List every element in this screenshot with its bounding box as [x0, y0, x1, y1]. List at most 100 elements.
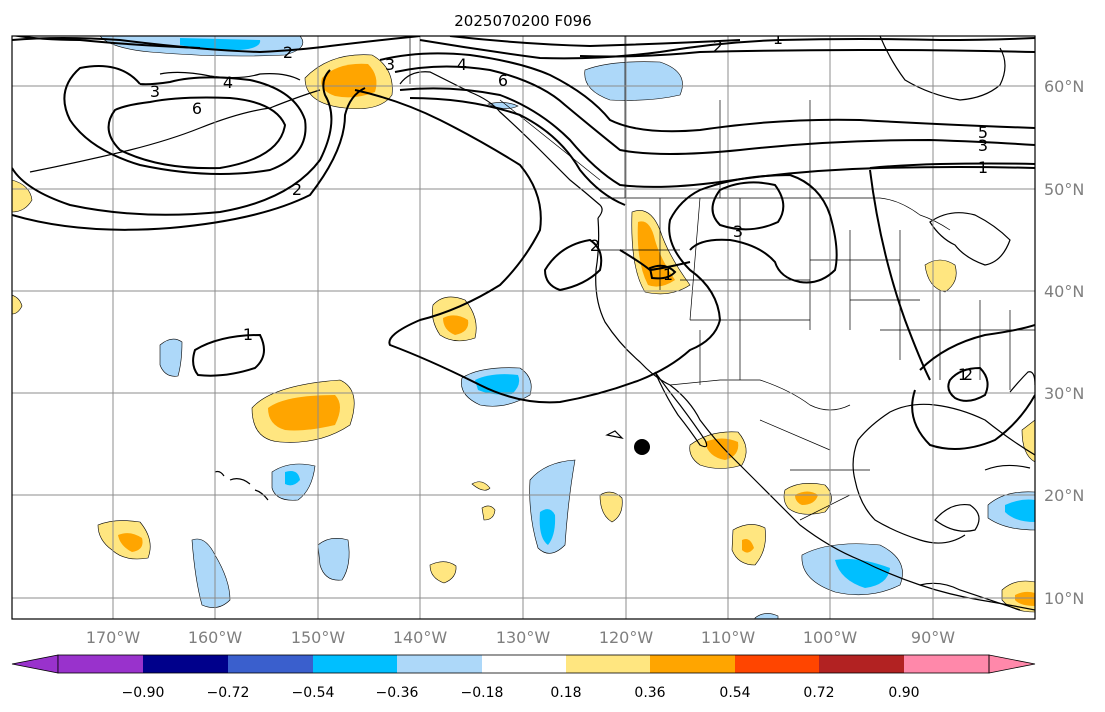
negative-anomaly-core: [475, 374, 520, 395]
contour-label: 4: [223, 73, 233, 92]
negative-anomaly-core: [539, 509, 556, 545]
positive-anomaly: [481, 505, 496, 521]
positive-anomaly: [12, 294, 23, 315]
latitude-labels: 60°N 50°N 40°N 30°N 20°N 10°N: [1044, 77, 1084, 608]
lon-label: 140°W: [393, 628, 448, 647]
lat-label: 50°N: [1044, 180, 1084, 199]
colorbar-extend-max: [988, 654, 1036, 674]
colorbar-segment: [482, 655, 566, 673]
contour-label: 1: [243, 325, 253, 344]
baja-california: [654, 371, 708, 448]
contour-label: 1: [958, 365, 968, 384]
map-title: 2025070200 F096: [454, 12, 591, 30]
positive-anomaly-core: [742, 539, 754, 553]
colorbar-segment: [650, 655, 735, 673]
hawaii-islands: [214, 470, 269, 501]
cuba: [984, 464, 1031, 471]
colorbar-tick-label: 0.54: [719, 685, 750, 701]
colorbar-segment: [819, 655, 904, 673]
colorbar-segment: [228, 655, 313, 673]
colorbar-tick-label: 0.36: [634, 685, 665, 701]
colorbar-tick-label: −0.18: [461, 685, 504, 701]
aleutian-chain: [29, 89, 321, 173]
colorbar-tick-label: −0.72: [207, 685, 250, 701]
lat-label: 20°N: [1044, 486, 1084, 505]
lon-label: 90°W: [911, 628, 955, 647]
hudson-bay: [879, 36, 1006, 101]
contour-label: 5: [978, 123, 988, 142]
contour-label: 2: [292, 180, 302, 199]
contour-label: 1: [773, 29, 783, 48]
colorbar-segment: [58, 655, 143, 673]
contour-label: 1: [663, 265, 673, 284]
lon-label: 150°W: [291, 628, 346, 647]
colorbar-tick-label: −0.90: [122, 685, 165, 701]
gridlines: [12, 36, 1035, 619]
contour-label: 6: [498, 71, 508, 90]
contour-lines: [12, 36, 1035, 450]
colorbar-segment: [143, 655, 228, 673]
contour-label: 3: [733, 222, 743, 241]
positive-anomaly: [429, 561, 457, 584]
lon-label: 160°W: [188, 628, 243, 647]
great-lakes: [929, 212, 1011, 266]
negative-anomaly-core: [180, 38, 261, 50]
positive-anomaly-core: [1015, 591, 1035, 606]
positive-anomaly-core: [637, 221, 675, 287]
us-mexico-border: [669, 379, 851, 411]
colorbar-segment: [735, 655, 819, 673]
positive-anomaly: [471, 481, 491, 491]
yucatan: [934, 503, 980, 532]
colorbar-tick-label: 0.90: [888, 685, 919, 701]
gulf-coast: [852, 403, 1035, 544]
negative-anomaly: [317, 538, 350, 581]
colorbar-extend-min: [11, 654, 59, 674]
map-frame: [11, 35, 1036, 620]
florida: [1009, 371, 1035, 393]
negative-anomaly: [159, 338, 183, 377]
contour-label: 4: [457, 55, 467, 74]
longitude-labels: 170°W 160°W 150°W 140°W 130°W 120°W 110°…: [86, 628, 955, 647]
positive-anomaly: [1021, 419, 1035, 463]
positive-anomaly: [599, 491, 623, 523]
canada-us-border: [600, 197, 951, 231]
alaska-peninsula: [159, 71, 301, 81]
lat-label: 30°N: [1044, 384, 1084, 403]
west-coast-north-america: [595, 217, 1035, 611]
contour-label: 2: [590, 236, 600, 255]
colorbar-segment: [566, 655, 650, 673]
lon-label: 130°W: [496, 628, 551, 647]
lat-label: 60°N: [1044, 77, 1084, 96]
central-america: [919, 582, 1021, 611]
political-borders: [409, 36, 1035, 521]
alaska-coast: [399, 71, 603, 219]
colorbar: −0.90 −0.72 −0.54 −0.36 −0.18 0.18 0.36 …: [11, 654, 1036, 701]
contour-label: 3: [385, 55, 395, 74]
lon-label: 170°W: [86, 628, 141, 647]
negative-anomaly-core: [835, 559, 890, 588]
state-lines: [600, 197, 1035, 390]
negative-anomaly: [191, 538, 231, 608]
map-panel: 1 2 3 4 6 2 3 4 6 2 1 5 3 1 3 2 1 1 2: [11, 29, 1036, 620]
positive-anomaly: [12, 179, 33, 213]
colorbar-segment: [904, 655, 989, 673]
negative-anomaly-core: [285, 471, 300, 486]
negative-anomaly: [584, 61, 683, 101]
colorbar-segment: [397, 655, 482, 673]
negative-anomaly-core: [1005, 499, 1035, 522]
contour-label: 6: [192, 99, 202, 118]
contour-label: 3: [150, 82, 160, 101]
colorbar-tick-label: −0.36: [376, 685, 419, 701]
location-marker: [634, 439, 650, 455]
positive-anomaly-core: [443, 315, 469, 335]
contour-label: 2: [713, 37, 723, 56]
coastlines: [29, 36, 1035, 611]
contour-label: 3: [978, 136, 988, 155]
contour-label: 1: [978, 158, 988, 177]
shaded-anomalies: [12, 36, 1035, 619]
lon-label: 120°W: [599, 628, 654, 647]
positive-anomaly-core: [118, 533, 143, 552]
lon-label: 100°W: [803, 628, 858, 647]
lat-label: 10°N: [1044, 589, 1084, 608]
